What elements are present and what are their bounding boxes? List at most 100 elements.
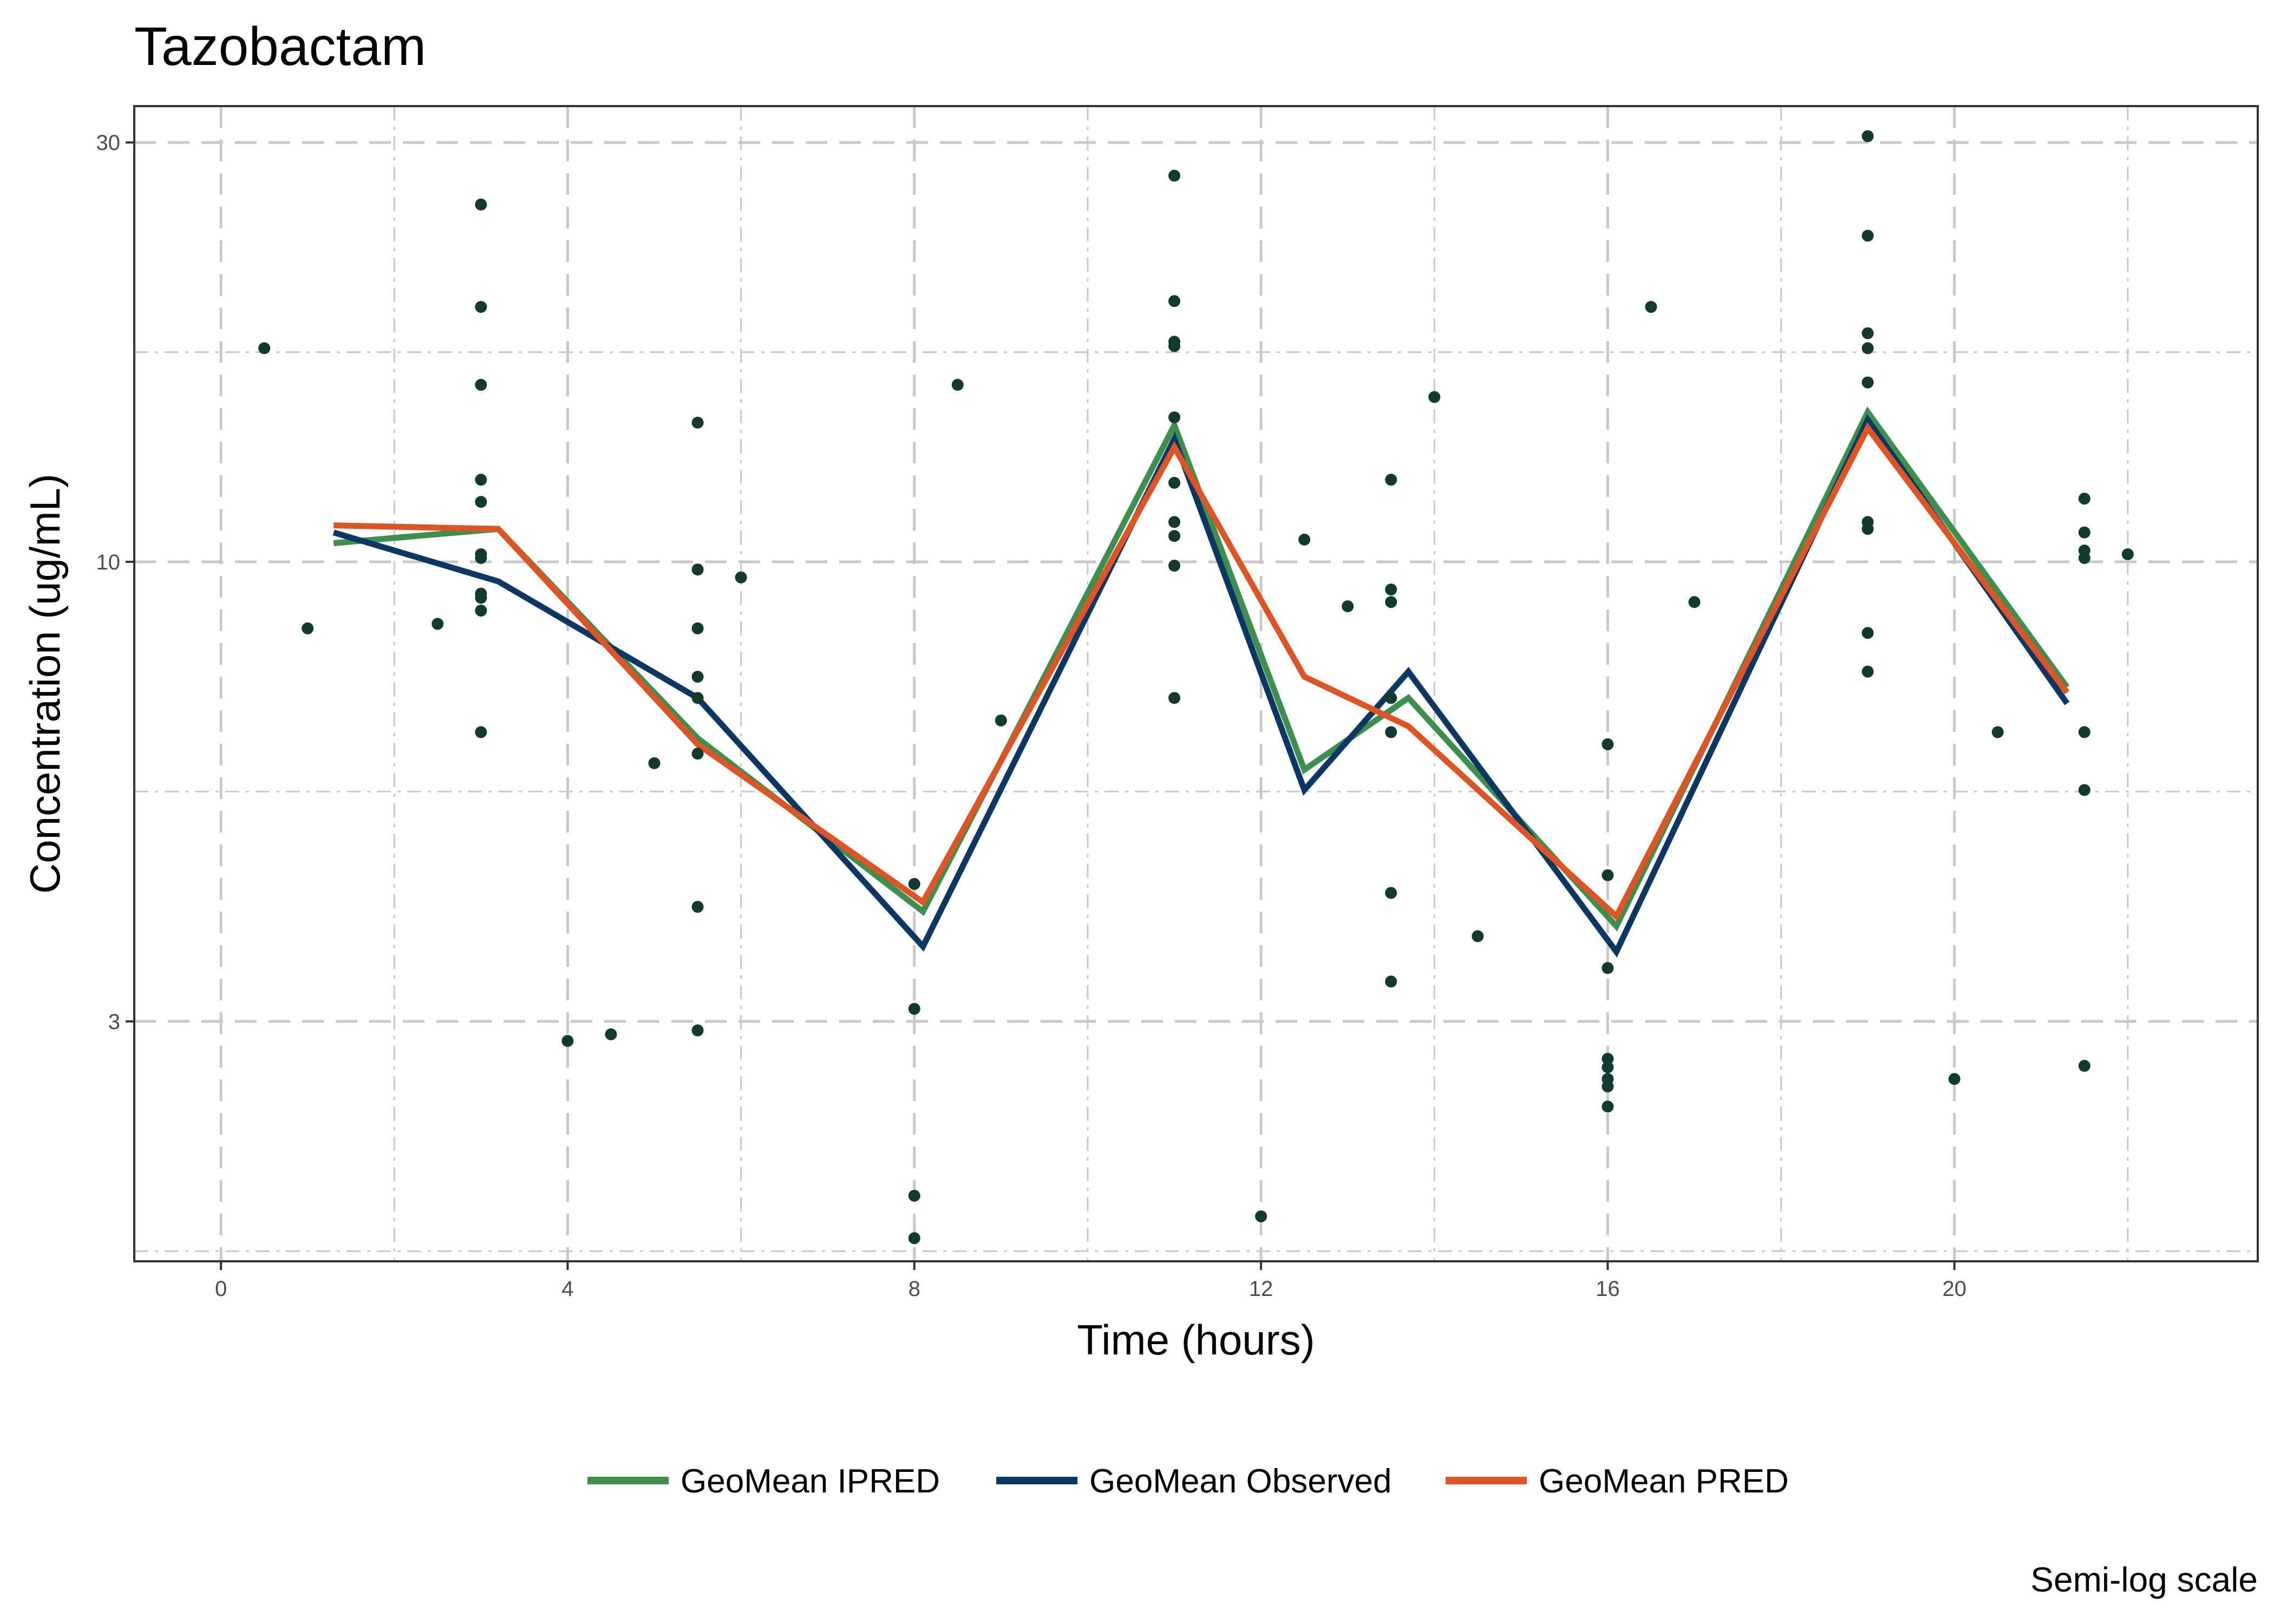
data-point bbox=[1255, 1210, 1267, 1222]
x-tick-label: 12 bbox=[1249, 1277, 1273, 1301]
y-tick-label: 3 bbox=[108, 1010, 120, 1034]
data-point bbox=[1602, 962, 1614, 974]
data-point bbox=[475, 726, 487, 738]
data-point bbox=[691, 564, 704, 576]
caption: Semi-log scale bbox=[2030, 1560, 2258, 1599]
data-point bbox=[1342, 600, 1354, 613]
data-point bbox=[2078, 1059, 2090, 1072]
x-axis-ticks: 0 4 8 12 16 20 bbox=[215, 1261, 1966, 1301]
plot-panel-border bbox=[133, 105, 2259, 1262]
legend: GeoMean IPRED GeoMean Observed GeoMean PRE… bbox=[587, 1463, 1789, 1500]
data-point bbox=[908, 1189, 920, 1202]
data-point bbox=[1168, 411, 1180, 424]
data-point bbox=[2078, 726, 2090, 738]
x-axis-title: Time (hours) bbox=[1077, 1316, 1315, 1364]
data-point bbox=[475, 378, 487, 391]
data-point bbox=[1861, 327, 1874, 339]
data-point bbox=[1385, 596, 1397, 608]
data-point bbox=[1168, 530, 1180, 542]
data-point bbox=[2121, 548, 2134, 560]
data-point bbox=[1861, 130, 1874, 142]
data-point bbox=[1385, 474, 1397, 486]
data-point bbox=[1168, 340, 1180, 352]
points-layer bbox=[258, 130, 2134, 1245]
data-point bbox=[1645, 300, 1657, 313]
data-point bbox=[735, 571, 747, 584]
y-tick-label: 10 bbox=[96, 551, 121, 574]
data-point bbox=[1168, 169, 1180, 182]
data-point bbox=[302, 622, 314, 634]
x-tick-label: 20 bbox=[1942, 1277, 1966, 1301]
data-point bbox=[691, 901, 704, 913]
data-point bbox=[1168, 516, 1180, 528]
data-point bbox=[432, 618, 444, 630]
data-point bbox=[691, 1024, 704, 1037]
data-point bbox=[1602, 738, 1614, 750]
data-point bbox=[475, 474, 487, 486]
data-point bbox=[475, 496, 487, 508]
data-point bbox=[691, 692, 704, 704]
data-point bbox=[691, 622, 704, 634]
data-point bbox=[1385, 726, 1397, 738]
data-point bbox=[1385, 975, 1397, 988]
data-point bbox=[1861, 376, 1874, 389]
series-layer bbox=[332, 406, 2070, 958]
data-point bbox=[995, 714, 1007, 726]
x-tick-label: 16 bbox=[1596, 1277, 1620, 1301]
legend-label-geomean-ipred: GeoMean IPRED bbox=[681, 1463, 940, 1500]
legend-label-geomean-pred: GeoMean PRED bbox=[1539, 1463, 1789, 1500]
data-point bbox=[475, 198, 487, 211]
y-axis-ticks: 3 10 30 bbox=[96, 131, 134, 1034]
x-tick-label: 8 bbox=[909, 1277, 920, 1301]
data-point bbox=[1861, 523, 1874, 535]
data-point bbox=[951, 378, 964, 391]
data-point bbox=[2078, 784, 2090, 796]
data-point bbox=[908, 1232, 920, 1245]
data-point bbox=[1688, 596, 1701, 608]
x-tick-label: 4 bbox=[561, 1277, 573, 1301]
data-point bbox=[1861, 342, 1874, 355]
data-point bbox=[475, 604, 487, 617]
data-point bbox=[258, 342, 271, 355]
data-point bbox=[561, 1034, 574, 1047]
data-point bbox=[2078, 526, 2090, 539]
data-point bbox=[1602, 1101, 1614, 1113]
data-point bbox=[605, 1028, 617, 1040]
x-tick-label: 0 bbox=[215, 1277, 227, 1301]
data-point bbox=[1948, 1073, 1961, 1085]
data-point bbox=[1298, 533, 1311, 546]
data-point bbox=[1168, 476, 1180, 489]
data-point bbox=[691, 748, 704, 760]
legend-label-geomean-observed: GeoMean Observed bbox=[1089, 1463, 1391, 1500]
data-point bbox=[908, 1003, 920, 1015]
data-point bbox=[1428, 391, 1441, 403]
data-point bbox=[1472, 930, 1484, 942]
data-point bbox=[475, 592, 487, 604]
data-point bbox=[2078, 552, 2090, 564]
data-point bbox=[1991, 726, 2004, 738]
data-point bbox=[1602, 869, 1614, 881]
data-point bbox=[1861, 665, 1874, 678]
data-point bbox=[1861, 627, 1874, 639]
data-point bbox=[475, 552, 487, 564]
y-axis-title: Concentration (ug/mL) bbox=[21, 474, 69, 894]
data-point bbox=[1385, 584, 1397, 596]
grid bbox=[134, 106, 2258, 1261]
data-point bbox=[1602, 1052, 1614, 1065]
data-point bbox=[1168, 692, 1180, 704]
data-point bbox=[1168, 559, 1180, 572]
data-point bbox=[2078, 493, 2090, 505]
data-point bbox=[648, 757, 661, 769]
data-point bbox=[691, 416, 704, 429]
data-point bbox=[908, 878, 920, 890]
data-point bbox=[691, 671, 704, 683]
y-tick-label: 30 bbox=[96, 131, 121, 155]
chart-title: Tazobactam bbox=[134, 16, 426, 77]
data-point bbox=[1861, 230, 1874, 242]
data-point bbox=[1385, 692, 1397, 704]
data-point bbox=[1168, 295, 1180, 307]
data-point bbox=[1602, 1080, 1614, 1092]
series-line-geomean-pred bbox=[334, 422, 2070, 921]
